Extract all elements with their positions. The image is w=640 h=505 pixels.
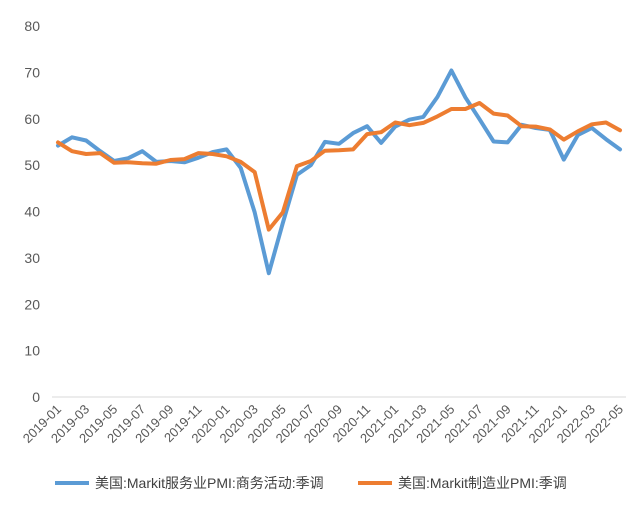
legend-item: 美国:Markit服务业PMI:商务活动:季调 [55,475,324,491]
series-line-1 [56,68,622,276]
y-tick-label: 10 [24,343,40,359]
y-tick-label: 70 [24,64,40,80]
y-tick-label: 50 [24,157,40,173]
y-tick-label: 60 [24,111,40,127]
y-tick-label: 30 [24,250,40,266]
legend-label: 美国:Markit制造业PMI:季调 [398,475,567,491]
legend-item: 美国:Markit制造业PMI:季调 [358,475,567,491]
y-tick-label: 80 [24,18,40,34]
legend-label: 美国:Markit服务业PMI:商务活动:季调 [95,475,324,491]
y-tick-label: 0 [32,389,40,405]
series-line-2 [56,101,622,232]
y-tick-label: 40 [24,204,40,220]
y-tick-label: 20 [24,296,40,312]
